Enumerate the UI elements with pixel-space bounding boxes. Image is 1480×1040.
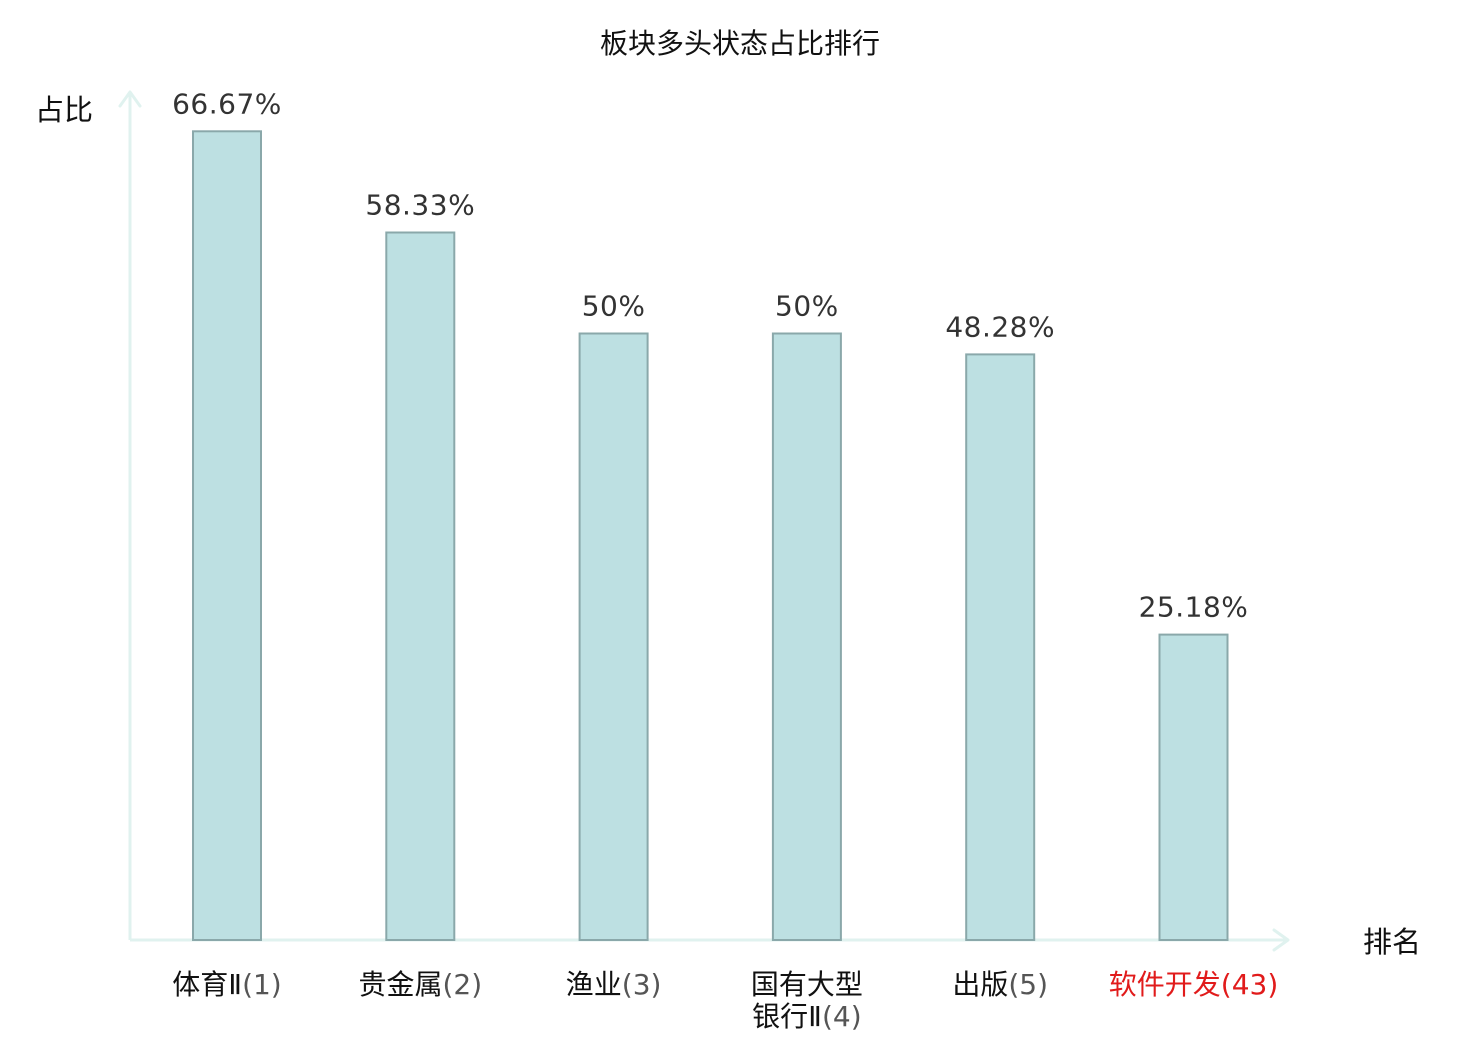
bar-1 xyxy=(192,130,262,942)
bar-4 xyxy=(771,332,842,941)
category-label-2: 贵金属(2) xyxy=(358,968,482,1001)
category-name: 出版 xyxy=(952,968,1008,1001)
axes xyxy=(118,90,1290,952)
category-name: 软件开发 xyxy=(1109,968,1221,1001)
value-labels: 66.67% 58.33% 50% 50% 48.28% 25.18% xyxy=(172,87,1248,623)
category-label-3: 渔业(3) xyxy=(566,968,662,1001)
category-rank: (1) xyxy=(242,968,282,1001)
data-label-4: 50% xyxy=(775,290,839,323)
category-name: 渔业 xyxy=(566,968,622,1001)
data-label-6: 25.18% xyxy=(1139,591,1249,624)
category-label-5: 出版(5) xyxy=(952,968,1048,1001)
x-axis-label: 排名 xyxy=(1363,925,1421,959)
category-name: 贵金属 xyxy=(358,968,442,1001)
category-rank: (3) xyxy=(622,968,662,1001)
category-rank: (4) xyxy=(822,1000,862,1033)
category-name: 银行Ⅱ xyxy=(752,1000,822,1033)
category-rank: (5) xyxy=(1008,968,1048,1001)
bars xyxy=(192,130,1229,942)
category-labels: 体育Ⅱ(1) 贵金属(2) 渔业(3) 国有大型银行Ⅱ(4) 出版(5) 软件开发(43) xyxy=(172,968,1278,1033)
category-rank: (2) xyxy=(442,968,482,1001)
data-label-1: 66.67% xyxy=(172,87,282,120)
y-axis-label: 占比 xyxy=(35,93,93,127)
bar-2 xyxy=(385,231,456,941)
y-axis-arrow-icon xyxy=(118,90,142,108)
category-label-6: 软件开发(43) xyxy=(1109,968,1279,1001)
bar-3 xyxy=(578,332,649,941)
category-name: 国有大型 xyxy=(751,968,863,1001)
data-label-2: 58.33% xyxy=(365,189,475,222)
x-axis-arrow-icon xyxy=(1272,928,1290,952)
data-label-3: 50% xyxy=(582,290,646,323)
category-rank: (43) xyxy=(1221,968,1278,1001)
category-label-1: 体育Ⅱ(1) xyxy=(172,968,281,1001)
chart-title: 板块多头状态占比排行 xyxy=(600,27,880,60)
bar-5 xyxy=(965,353,1036,941)
category-label-4: 国有大型银行Ⅱ(4) xyxy=(751,968,863,1033)
category-name: 体育Ⅱ xyxy=(172,968,242,1001)
bar-6 xyxy=(1158,633,1229,941)
data-label-5: 48.28% xyxy=(945,310,1055,343)
